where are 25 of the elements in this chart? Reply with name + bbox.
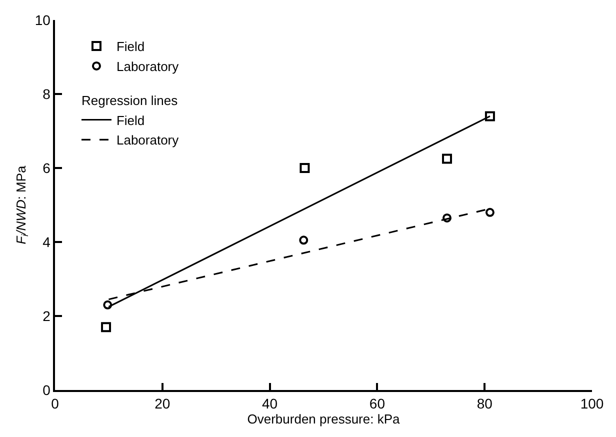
legend-label: Field [116, 39, 145, 54]
y-tick-label: 0 [42, 382, 51, 398]
point [485, 208, 494, 217]
point [299, 236, 308, 245]
point [103, 300, 112, 310]
x-axis-title: Overburden pressure: kPa [247, 412, 400, 427]
y-tick-label: 8 [42, 86, 51, 102]
point [101, 322, 112, 332]
point [300, 163, 310, 173]
y-tick-label: 2 [42, 308, 51, 324]
legend-label: Laboratory [116, 59, 180, 74]
point [484, 111, 495, 122]
x-tick-label: 40 [262, 396, 278, 412]
x-tick-label: 80 [476, 396, 493, 412]
x-tick-label: 100 [580, 396, 604, 412]
y-tick-label: 10 [34, 12, 51, 28]
x-tick-label: 60 [369, 396, 386, 412]
legend-label: Field [116, 112, 145, 128]
y-tick-label: 6 [42, 160, 51, 176]
x-tick-label: 20 [154, 396, 170, 412]
legend-label: Laboratory [116, 132, 180, 148]
point [442, 154, 452, 164]
point [442, 213, 452, 222]
legend-title: Regression lines [81, 92, 178, 108]
y-tick-label: 4 [42, 234, 51, 250]
